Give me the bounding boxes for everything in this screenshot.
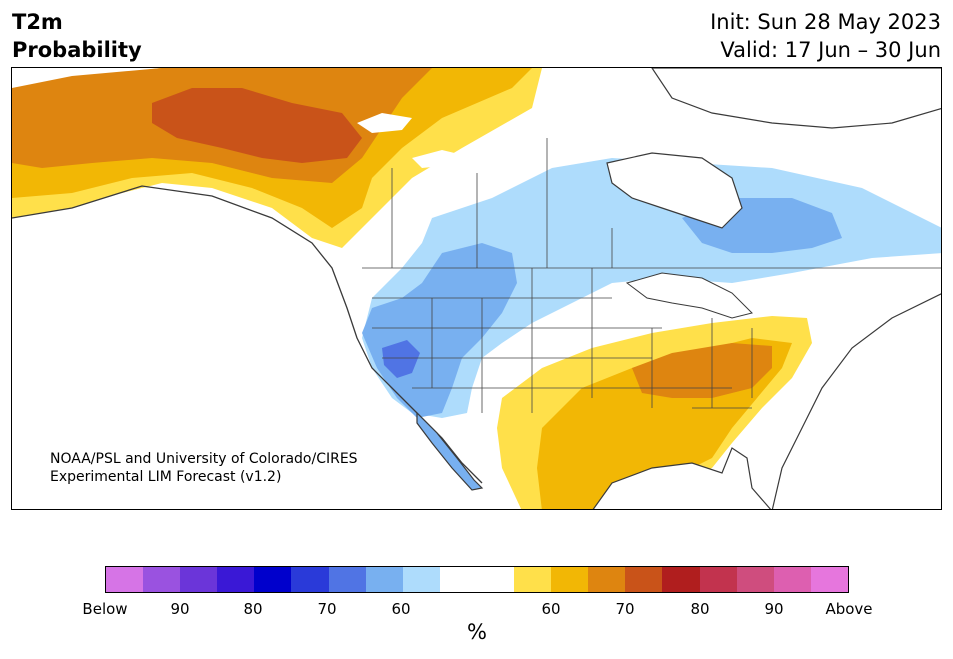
title-quantity: Probability bbox=[12, 38, 142, 62]
colorbar-segment bbox=[180, 567, 218, 592]
colorbar-segment bbox=[625, 567, 663, 592]
colorbar-tick-label: 80 bbox=[243, 600, 263, 618]
figure-title: T2m Probability bbox=[12, 8, 142, 64]
init-date: Init: Sun 28 May 2023 bbox=[710, 10, 941, 34]
colorbar-tick-label: 60 bbox=[541, 600, 561, 618]
colorbar-tick-label: 70 bbox=[317, 600, 337, 618]
colorbar-tick-label: 90 bbox=[764, 600, 784, 618]
colorbar-segment bbox=[291, 567, 329, 592]
alaska-above-90 bbox=[152, 88, 362, 163]
colorbar-segment bbox=[476, 567, 515, 592]
atlantic-ocean bbox=[771, 293, 941, 509]
map-canvas bbox=[12, 68, 941, 509]
colorbar-segment bbox=[402, 567, 440, 592]
valid-range: Valid: 17 Jun – 30 Jun bbox=[720, 38, 941, 62]
colorbar-segment bbox=[699, 567, 737, 592]
colorbar bbox=[105, 566, 849, 593]
southeast-above-80 bbox=[632, 343, 772, 398]
colorbar-segment bbox=[588, 567, 626, 592]
credit-line-1: NOAA/PSL and University of Colorado/CIRE… bbox=[50, 451, 358, 467]
title-variable: T2m bbox=[12, 10, 63, 34]
data-credit: NOAA/PSL and University of Colorado/CIRE… bbox=[50, 450, 358, 486]
great-lakes bbox=[625, 272, 753, 319]
colorbar-segment bbox=[106, 567, 144, 592]
colorbar-segment bbox=[217, 567, 255, 592]
colorbar-segment bbox=[514, 567, 552, 592]
arctic-islands bbox=[651, 68, 941, 129]
state-borders bbox=[362, 138, 941, 413]
colorbar-segment bbox=[254, 567, 292, 592]
colorbar-segment bbox=[736, 567, 774, 592]
colorbar-tick-label: 90 bbox=[170, 600, 190, 618]
credit-line-2: Experimental LIM Forecast (v1.2) bbox=[50, 469, 282, 485]
colorbar-segment bbox=[143, 567, 181, 592]
forecast-dates: Init: Sun 28 May 2023 Valid: 17 Jun – 30… bbox=[710, 8, 941, 64]
hudson-bay bbox=[606, 152, 743, 229]
colorbar-tick-label: Above bbox=[825, 600, 873, 618]
southwest-below-80 bbox=[382, 340, 420, 378]
colorbar-segment bbox=[810, 567, 848, 592]
colorbar-segment bbox=[662, 567, 700, 592]
colorbar-segment bbox=[365, 567, 403, 592]
baja-peninsula bbox=[416, 411, 484, 491]
great-bear-lake bbox=[357, 113, 412, 133]
gulf-of-mexico bbox=[592, 447, 772, 509]
colorbar-segment bbox=[439, 567, 477, 592]
gulf-of-alaska bbox=[12, 188, 362, 509]
colorbar-segment bbox=[773, 567, 811, 592]
colorbar-segment bbox=[551, 567, 589, 592]
colorbar-tick-label: 70 bbox=[615, 600, 635, 618]
great-slave-lake bbox=[412, 150, 467, 168]
colorbar-tick-label: 80 bbox=[690, 600, 710, 618]
forecast-map: NOAA/PSL and University of Colorado/CIRE… bbox=[11, 67, 942, 510]
colorbar-segment bbox=[328, 567, 366, 592]
colorbar-tick-label: 60 bbox=[391, 600, 411, 618]
colorbar-unit: % bbox=[467, 620, 487, 644]
colorbar-tick-label: Below bbox=[82, 600, 128, 618]
